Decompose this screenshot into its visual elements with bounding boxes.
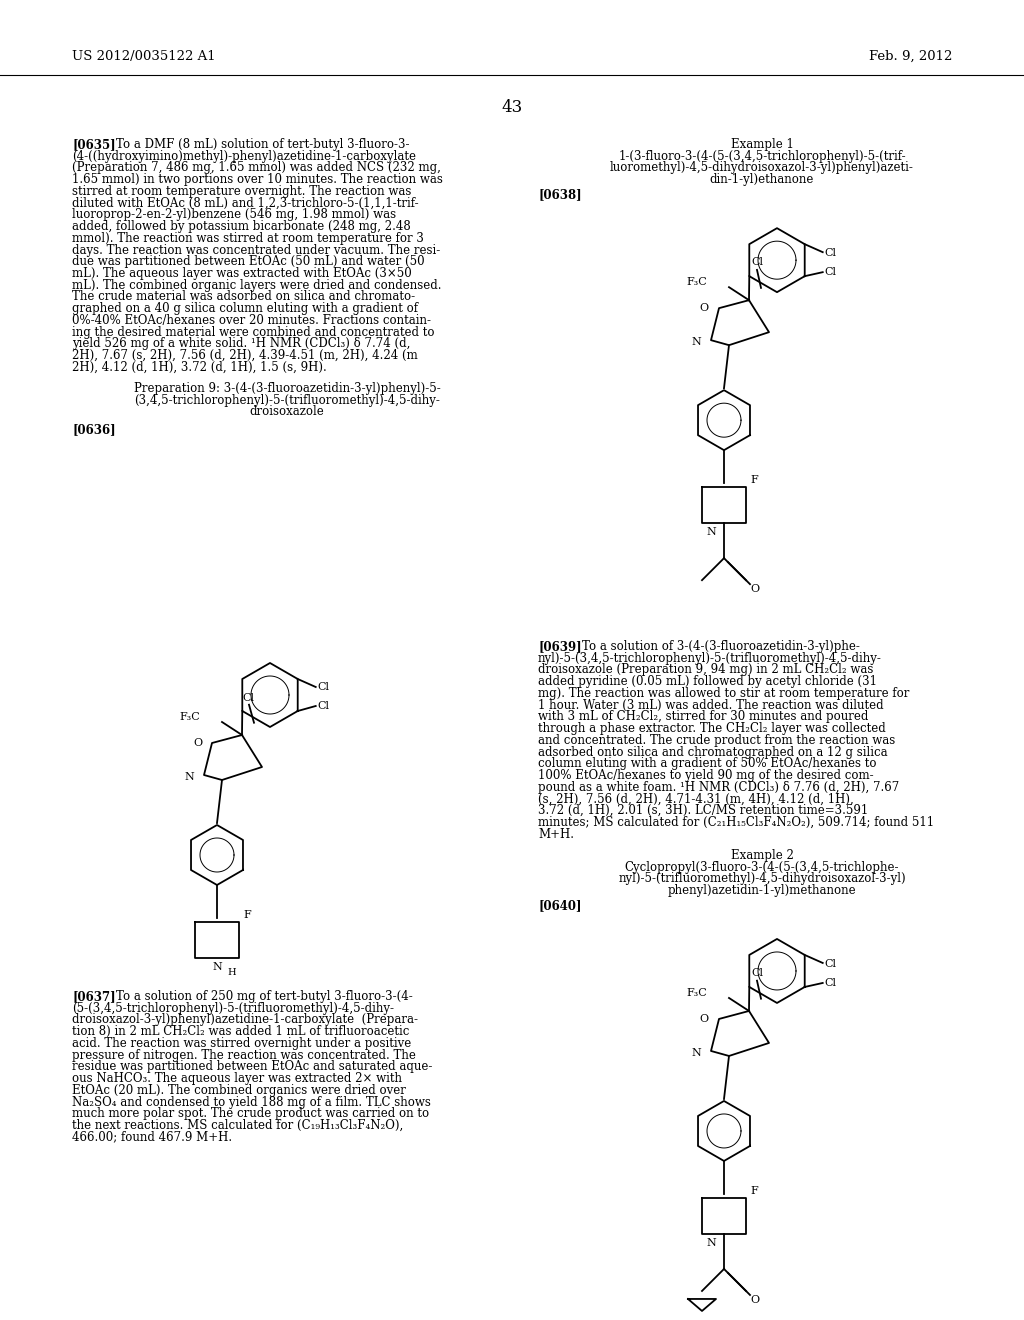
Text: 0%-40% EtOAc/hexanes over 20 minutes. Fractions contain-: 0%-40% EtOAc/hexanes over 20 minutes. Fr… — [72, 314, 431, 327]
Text: N: N — [707, 1238, 716, 1247]
Text: N: N — [212, 962, 222, 972]
Text: through a phase extractor. The CH₂Cl₂ layer was collected: through a phase extractor. The CH₂Cl₂ la… — [538, 722, 886, 735]
Text: and concentrated. The crude product from the reaction was: and concentrated. The crude product from… — [538, 734, 895, 747]
Text: Preparation 9: 3-(4-(3-fluoroazetidin-3-yl)phenyl)-5-: Preparation 9: 3-(4-(3-fluoroazetidin-3-… — [133, 381, 440, 395]
Text: EtOAc (20 mL). The combined organics were dried over: EtOAc (20 mL). The combined organics wer… — [72, 1084, 406, 1097]
Text: ous NaHCO₃. The aqueous layer was extracted 2× with: ous NaHCO₃. The aqueous layer was extrac… — [72, 1072, 402, 1085]
Text: O: O — [699, 304, 709, 313]
Text: F: F — [750, 1185, 758, 1196]
Text: due was partitioned between EtOAc (50 mL) and water (50: due was partitioned between EtOAc (50 mL… — [72, 255, 425, 268]
Text: mL). The combined organic layers were dried and condensed.: mL). The combined organic layers were dr… — [72, 279, 441, 292]
Text: [0638]: [0638] — [538, 189, 582, 202]
Text: Cl: Cl — [751, 257, 763, 267]
Text: F₃C: F₃C — [686, 987, 707, 998]
Text: (5-(3,4,5-trichlorophenyl)-5-(trifluoromethyl)-4,5-dihy-: (5-(3,4,5-trichlorophenyl)-5-(trifluorom… — [72, 1002, 394, 1015]
Text: Cl: Cl — [824, 958, 837, 969]
Text: the next reactions. MS calculated for (C₁₉H₁₃Cl₃F₄N₂O),: the next reactions. MS calculated for (C… — [72, 1119, 403, 1133]
Text: To a solution of 3-(4-(3-fluoroazetidin-3-yl)phe-: To a solution of 3-(4-(3-fluoroazetidin-… — [582, 640, 860, 653]
Text: (4-((hydroxyimino)methyl)-phenyl)azetidine-1-carboxylate: (4-((hydroxyimino)methyl)-phenyl)azetidi… — [72, 149, 416, 162]
Text: adsorbed onto silica and chromatographed on a 12 g silica: adsorbed onto silica and chromatographed… — [538, 746, 888, 759]
Text: 3.72 (d, 1H), 2.01 (s, 3H). LC/MS retention time=3.591: 3.72 (d, 1H), 2.01 (s, 3H). LC/MS retent… — [538, 804, 868, 817]
Text: Feb. 9, 2012: Feb. 9, 2012 — [868, 50, 952, 63]
Text: luoroprop-2-en-2-yl)benzene (546 mg, 1.98 mmol) was: luoroprop-2-en-2-yl)benzene (546 mg, 1.9… — [72, 209, 396, 222]
Text: stirred at room temperature overnight. The reaction was: stirred at room temperature overnight. T… — [72, 185, 412, 198]
Text: N: N — [691, 337, 701, 347]
Text: 100% EtOAc/hexanes to yield 90 mg of the desired com-: 100% EtOAc/hexanes to yield 90 mg of the… — [538, 770, 873, 781]
Text: added pyridine (0.05 mL) followed by acetyl chloride (31: added pyridine (0.05 mL) followed by ace… — [538, 676, 877, 688]
Text: F: F — [750, 475, 758, 486]
Text: [0639]: [0639] — [538, 640, 582, 653]
Text: Na₂SO₄ and condensed to yield 188 mg of a film. TLC shows: Na₂SO₄ and condensed to yield 188 mg of … — [72, 1096, 431, 1109]
Text: (Preparation 7, 486 mg, 1.65 mmol) was added NCS (232 mg,: (Preparation 7, 486 mg, 1.65 mmol) was a… — [72, 161, 441, 174]
Text: [0636]: [0636] — [72, 422, 116, 436]
Text: F₃C: F₃C — [686, 277, 707, 288]
Text: Cl: Cl — [824, 267, 837, 277]
Text: pound as a white foam. ¹H NMR (CDCl₃) δ 7.76 (d, 2H), 7.67: pound as a white foam. ¹H NMR (CDCl₃) δ … — [538, 780, 899, 793]
Text: F₃C: F₃C — [179, 711, 200, 722]
Text: Example 1: Example 1 — [730, 139, 794, 150]
Text: with 3 mL of CH₂Cl₂, stirred for 30 minutes and poured: with 3 mL of CH₂Cl₂, stirred for 30 minu… — [538, 710, 868, 723]
Text: 2H), 7.67 (s, 2H), 7.56 (d, 2H), 4.39-4.51 (m, 2H), 4.24 (m: 2H), 7.67 (s, 2H), 7.56 (d, 2H), 4.39-4.… — [72, 350, 418, 362]
Text: [0640]: [0640] — [538, 899, 582, 912]
Text: graphed on a 40 g silica column eluting with a gradient of: graphed on a 40 g silica column eluting … — [72, 302, 418, 315]
Text: days. The reaction was concentrated under vacuum. The resi-: days. The reaction was concentrated unde… — [72, 244, 440, 256]
Text: Cl: Cl — [317, 701, 330, 711]
Text: nyl)-5-(3,4,5-trichlorophenyl)-5-(trifluoromethyl)-4,5-dihy-: nyl)-5-(3,4,5-trichlorophenyl)-5-(triflu… — [538, 652, 882, 665]
Text: din-1-yl)ethanone: din-1-yl)ethanone — [710, 173, 814, 186]
Text: droisoxazol-3-yl)phenyl)azetidine-1-carboxylate  (Prepara-: droisoxazol-3-yl)phenyl)azetidine-1-carb… — [72, 1014, 418, 1027]
Text: Cl: Cl — [824, 248, 837, 259]
Text: ing the desired material were combined and concentrated to: ing the desired material were combined a… — [72, 326, 434, 339]
Text: O: O — [750, 585, 759, 594]
Text: (3,4,5-trichlorophenyl)-5-(trifluoromethyl)-4,5-dihy-: (3,4,5-trichlorophenyl)-5-(trifluorometh… — [134, 393, 440, 407]
Text: phenyl)azetidin-1-yl)methanone: phenyl)azetidin-1-yl)methanone — [668, 884, 856, 898]
Text: much more polar spot. The crude product was carried on to: much more polar spot. The crude product … — [72, 1107, 429, 1121]
Text: To a DMF (8 mL) solution of tert-butyl 3-fluoro-3-: To a DMF (8 mL) solution of tert-butyl 3… — [116, 139, 410, 150]
Text: column eluting with a gradient of 50% EtOAc/hexanes to: column eluting with a gradient of 50% Et… — [538, 758, 877, 771]
Text: tion 8) in 2 mL CH₂Cl₂ was added 1 mL of trifluoroacetic: tion 8) in 2 mL CH₂Cl₂ was added 1 mL of… — [72, 1026, 410, 1039]
Text: H: H — [227, 968, 236, 977]
Text: 1.65 mmol) in two portions over 10 minutes. The reaction was: 1.65 mmol) in two portions over 10 minut… — [72, 173, 442, 186]
Text: nyl)-5-(trifluoromethyl)-4,5-dihydroisoxazol-3-yl): nyl)-5-(trifluoromethyl)-4,5-dihydroisox… — [618, 873, 906, 886]
Text: luoromethyl)-4,5-dihydroisoxazol-3-yl)phenyl)azeti-: luoromethyl)-4,5-dihydroisoxazol-3-yl)ph… — [610, 161, 914, 174]
Text: yield 526 mg of a white solid. ¹H NMR (CDCl₃) δ 7.74 (d,: yield 526 mg of a white solid. ¹H NMR (C… — [72, 338, 411, 350]
Text: diluted with EtOAc (8 mL) and 1,2,3-trichloro-5-(1,1,1-trif-: diluted with EtOAc (8 mL) and 1,2,3-tric… — [72, 197, 419, 210]
Text: To a solution of 250 mg of tert-butyl 3-fluoro-3-(4-: To a solution of 250 mg of tert-butyl 3-… — [116, 990, 413, 1003]
Text: mg). The reaction was allowed to stir at room temperature for: mg). The reaction was allowed to stir at… — [538, 686, 909, 700]
Text: [0637]: [0637] — [72, 990, 116, 1003]
Text: acid. The reaction was stirred overnight under a positive: acid. The reaction was stirred overnight… — [72, 1038, 412, 1049]
Text: Example 2: Example 2 — [730, 849, 794, 862]
Text: 1-(3-fluoro-3-(4-(5-(3,4,5-trichlorophenyl)-5-(trif-: 1-(3-fluoro-3-(4-(5-(3,4,5-trichlorophen… — [618, 149, 906, 162]
Text: Cl: Cl — [751, 968, 763, 978]
Text: [0635]: [0635] — [72, 139, 116, 150]
Text: droisoxazole (Preparation 9, 94 mg) in 2 mL CH₂Cl₂ was: droisoxazole (Preparation 9, 94 mg) in 2… — [538, 664, 873, 676]
Text: Cyclopropyl(3-fluoro-3-(4-(5-(3,4,5-trichlophe-: Cyclopropyl(3-fluoro-3-(4-(5-(3,4,5-tric… — [625, 861, 899, 874]
Text: 43: 43 — [502, 99, 522, 116]
Text: pressure of nitrogen. The reaction was concentrated. The: pressure of nitrogen. The reaction was c… — [72, 1048, 416, 1061]
Text: (s, 2H), 7.56 (d, 2H), 4.71-4.31 (m, 4H), 4.12 (d, 1H),: (s, 2H), 7.56 (d, 2H), 4.71-4.31 (m, 4H)… — [538, 792, 854, 805]
Text: mL). The aqueous layer was extracted with EtOAc (3×50: mL). The aqueous layer was extracted wit… — [72, 267, 412, 280]
Text: US 2012/0035122 A1: US 2012/0035122 A1 — [72, 50, 216, 63]
Text: 466.00; found 467.9 M+H.: 466.00; found 467.9 M+H. — [72, 1131, 232, 1143]
Text: O: O — [750, 1295, 759, 1305]
Text: Cl: Cl — [242, 693, 254, 702]
Text: mmol). The reaction was stirred at room temperature for 3: mmol). The reaction was stirred at room … — [72, 232, 424, 244]
Text: minutes; MS calculated for (C₂₁H₁₅Cl₃F₄N₂O₂), 509.714; found 511: minutes; MS calculated for (C₂₁H₁₅Cl₃F₄N… — [538, 816, 934, 829]
Text: N: N — [707, 527, 716, 537]
Text: N: N — [184, 772, 194, 781]
Text: O: O — [193, 738, 202, 748]
Text: Cl: Cl — [824, 978, 837, 987]
Text: residue was partitioned between EtOAc and saturated aque-: residue was partitioned between EtOAc an… — [72, 1060, 432, 1073]
Text: N: N — [691, 1048, 701, 1057]
Text: 1 hour. Water (3 mL) was added. The reaction was diluted: 1 hour. Water (3 mL) was added. The reac… — [538, 698, 884, 711]
Text: 2H), 4.12 (d, 1H), 3.72 (d, 1H), 1.5 (s, 9H).: 2H), 4.12 (d, 1H), 3.72 (d, 1H), 1.5 (s,… — [72, 360, 327, 374]
Text: The crude material was adsorbed on silica and chromato-: The crude material was adsorbed on silic… — [72, 290, 415, 304]
Text: O: O — [699, 1014, 709, 1024]
Text: added, followed by potassium bicarbonate (248 mg, 2.48: added, followed by potassium bicarbonate… — [72, 220, 411, 234]
Text: droisoxazole: droisoxazole — [250, 405, 325, 418]
Text: M+H.: M+H. — [538, 828, 574, 841]
Text: Cl: Cl — [317, 682, 330, 692]
Text: F: F — [243, 909, 251, 920]
